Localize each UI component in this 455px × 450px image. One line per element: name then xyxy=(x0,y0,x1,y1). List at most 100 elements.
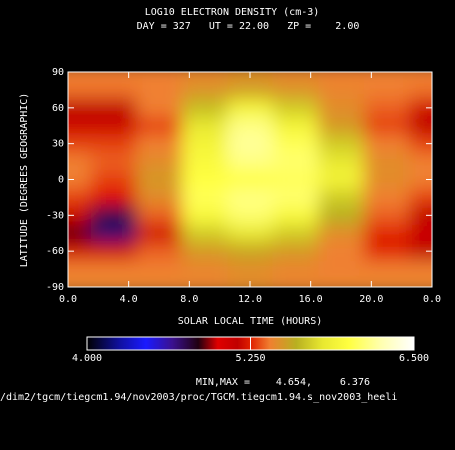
heatmap-cell xyxy=(272,72,319,82)
heatmap-cell xyxy=(272,80,319,100)
heatmap-cell xyxy=(136,134,183,154)
heatmap-cell xyxy=(409,206,432,225)
heatmap-cell xyxy=(272,242,319,261)
y-tick-label: 60 xyxy=(52,103,64,114)
heatmap-cell xyxy=(136,80,183,100)
heatmap-cell xyxy=(90,260,137,279)
heatmap-cell xyxy=(68,80,92,100)
max-value: 6.376 xyxy=(340,377,370,388)
heatmap-cell xyxy=(68,134,92,154)
heatmap-cell xyxy=(90,72,137,82)
heatmap-cell xyxy=(68,98,92,118)
heatmap-cell xyxy=(181,224,228,243)
heatmap-cell xyxy=(363,242,410,261)
heatmap-cell xyxy=(90,224,137,243)
heatmap-cell xyxy=(136,260,183,279)
heatmap-cell xyxy=(363,206,410,225)
heatmap-cell xyxy=(90,98,137,118)
footer-path: /dim2/tgcm/tiegcm1.94/nov2003/proc/TGCM.… xyxy=(0,392,397,403)
heatmap-cell xyxy=(90,188,137,207)
heatmap-cell xyxy=(409,134,432,154)
heatmap-cell xyxy=(318,72,365,82)
heatmap-field xyxy=(68,72,432,287)
x-tick-label: 0.0 xyxy=(423,294,441,305)
heatmap-cell xyxy=(90,170,137,189)
heatmap-cell xyxy=(409,224,432,243)
x-tick-label: 0.0 xyxy=(59,294,77,305)
heatmap-cell xyxy=(409,80,432,100)
heatmap-cell xyxy=(272,278,319,287)
heatmap-cell xyxy=(181,80,228,100)
heatmap-cell xyxy=(363,278,410,287)
heatmap-cell xyxy=(227,224,274,243)
heatmap-cell xyxy=(409,278,432,287)
heatmap-cell xyxy=(318,206,365,225)
y-tick-label: -60 xyxy=(46,246,64,257)
heatmap-cell xyxy=(136,170,183,189)
heatmap-cell xyxy=(363,116,410,136)
heatmap-cell xyxy=(272,188,319,207)
heatmap-cell xyxy=(318,224,365,243)
heatmap-cell xyxy=(68,224,92,243)
heatmap-cell xyxy=(318,80,365,100)
plot-area xyxy=(68,72,432,287)
heatmap-cell xyxy=(318,170,365,189)
heatmap-cell xyxy=(136,188,183,207)
heatmap-cell xyxy=(227,80,274,100)
x-tick-label: 4.0 xyxy=(120,294,138,305)
heatmap-cell xyxy=(409,188,432,207)
heatmap-cell xyxy=(409,260,432,279)
heatmap-cell xyxy=(181,242,228,261)
heatmap-cell xyxy=(90,152,137,172)
heatmap-cell xyxy=(227,152,274,172)
heatmap-cell xyxy=(181,278,228,287)
y-tick-label: 0 xyxy=(58,175,64,186)
heatmap-cell xyxy=(363,260,410,279)
heatmap-cell xyxy=(227,116,274,136)
heatmap-cell xyxy=(272,206,319,225)
heatmap-cell xyxy=(181,188,228,207)
heatmap-cell xyxy=(318,152,365,172)
heatmap-cell xyxy=(318,134,365,154)
heatmap-cell xyxy=(409,170,432,189)
heatmap-cell xyxy=(272,116,319,136)
heatmap-cell xyxy=(227,260,274,279)
heatmap-cell xyxy=(68,242,92,261)
colorbar-tick-label: 5.250 xyxy=(235,353,265,364)
heatmap-cell xyxy=(181,134,228,154)
heatmap-cell xyxy=(409,116,432,136)
heatmap-cell xyxy=(318,188,365,207)
y-tick-label: 30 xyxy=(52,139,64,150)
heatmap-cell xyxy=(272,224,319,243)
heatmap-cell xyxy=(272,170,319,189)
heatmap-cell xyxy=(272,98,319,118)
heatmap-cell xyxy=(318,278,365,287)
heatmap-cell xyxy=(409,242,432,261)
heatmap-cell xyxy=(136,72,183,82)
heatmap-cell xyxy=(181,260,228,279)
heatmap-cell xyxy=(363,72,410,82)
heatmap-cell xyxy=(318,242,365,261)
heatmap-cell xyxy=(136,224,183,243)
heatmap-cell xyxy=(227,242,274,261)
heatmap-cell xyxy=(363,224,410,243)
heatmap-cell xyxy=(90,206,137,225)
heatmap-cell xyxy=(181,98,228,118)
min-value: 4.654, xyxy=(276,377,312,388)
colorbar-tick-label: 6.500 xyxy=(399,353,429,364)
heatmap-cell xyxy=(181,72,228,82)
heatmap-cell xyxy=(68,72,92,82)
heatmap-cell xyxy=(227,134,274,154)
heatmap-cell xyxy=(318,98,365,118)
heatmap-cell xyxy=(136,278,183,287)
x-tick-label: 12.0 xyxy=(238,294,262,305)
heatmap-cell xyxy=(272,260,319,279)
heatmap-cell xyxy=(90,278,137,287)
heatmap-cell xyxy=(363,98,410,118)
heatmap-cell xyxy=(363,80,410,100)
x-tick-label: 20.0 xyxy=(359,294,383,305)
heatmap-cell xyxy=(136,206,183,225)
heatmap-cell xyxy=(227,206,274,225)
heatmap-cell xyxy=(409,72,432,82)
